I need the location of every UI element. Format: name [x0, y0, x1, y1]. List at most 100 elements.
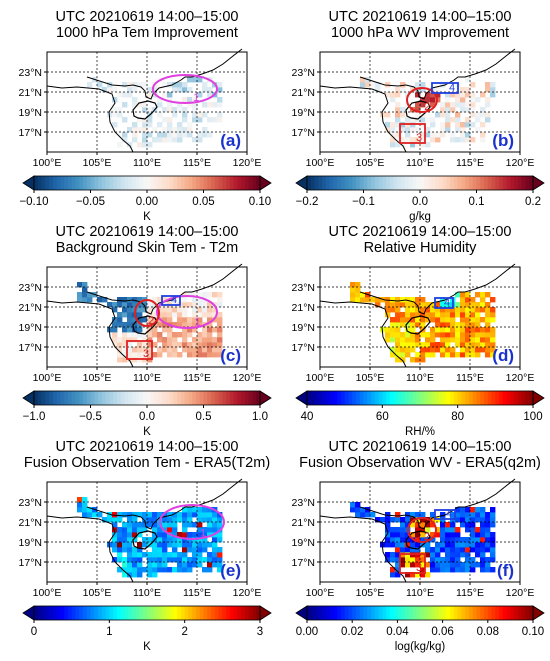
heatmap-cell	[192, 562, 198, 568]
heatmap-cell	[460, 132, 466, 138]
heatmap-cell	[217, 517, 223, 523]
heatmap-cell	[147, 537, 153, 543]
heatmap-cell	[157, 557, 163, 563]
heatmap-cell	[485, 537, 491, 543]
heatmap-cell	[385, 527, 391, 533]
heatmap-cell	[445, 352, 451, 358]
heatmap-cell	[77, 292, 83, 298]
heatmap-cell	[117, 517, 123, 523]
heatmap-cell	[490, 507, 496, 513]
heatmap-cell	[142, 522, 148, 528]
heatmap-cell	[212, 337, 218, 343]
heatmap-cell	[465, 567, 471, 573]
heatmap-cell	[480, 112, 486, 118]
heatmap-cell	[395, 542, 401, 548]
heatmap-cell	[187, 522, 193, 528]
heatmap-cell	[192, 342, 198, 348]
heatmap-cell	[177, 517, 183, 523]
heatmap-cell	[147, 562, 153, 568]
heatmap-cell	[425, 562, 431, 568]
heatmap-cell	[147, 117, 153, 123]
heatmap-cell	[470, 307, 476, 313]
heatmap-cell	[162, 547, 168, 553]
heatmap-cell	[415, 572, 421, 578]
panel-label: (d)	[492, 346, 514, 365]
heatmap-cell	[385, 312, 391, 318]
y-tick-label: 17°N	[19, 127, 42, 139]
heatmap-cell	[415, 337, 421, 343]
colorbar-tick-label: 100	[523, 411, 542, 423]
region-marker-1: 1	[152, 74, 218, 104]
coastline	[359, 478, 516, 530]
heatmap-cell	[197, 547, 203, 553]
heatmap-cell	[395, 307, 401, 313]
colorbar-min-extension	[22, 175, 35, 191]
heatmap-cell	[455, 542, 461, 548]
heatmap-cell	[167, 137, 173, 143]
heatmap-cell	[470, 322, 476, 328]
heatmap-cell	[490, 342, 496, 348]
heatmap-cell	[405, 312, 411, 318]
heatmap-cell	[385, 327, 391, 333]
heatmap-cell	[197, 512, 203, 518]
heatmap-cell	[157, 562, 163, 568]
heatmap-cell	[142, 117, 148, 123]
heatmap-cell	[137, 557, 143, 563]
heatmap-cell	[435, 307, 441, 313]
heatmap-cell	[485, 522, 491, 528]
heatmap-cell	[420, 537, 426, 543]
heatmap-cell	[405, 137, 411, 143]
heatmap-cell	[415, 92, 421, 98]
heatmap-cell	[217, 292, 223, 298]
heatmap-cell	[455, 532, 461, 538]
heatmap-cell	[410, 322, 416, 328]
heatmap-cell	[157, 307, 163, 313]
heatmap-cell	[395, 512, 401, 518]
heatmap-cell	[192, 522, 198, 528]
heatmap-cell	[445, 122, 451, 128]
heatmap-cell	[112, 332, 118, 338]
heatmap-cell	[82, 497, 88, 503]
heatmap-cell	[117, 297, 123, 303]
heatmap-cell	[480, 567, 486, 573]
heatmap-cell	[405, 542, 411, 548]
heatmap-cell	[475, 327, 481, 333]
heatmap-cell	[435, 332, 441, 338]
gridlines	[47, 267, 247, 367]
heatmap-cell	[410, 542, 416, 548]
heatmap-cell	[410, 137, 416, 143]
x-tick-label: 100°E	[33, 372, 62, 384]
heatmap-cell	[405, 317, 411, 323]
heatmap-cell	[137, 347, 143, 353]
heatmap-cell	[395, 342, 401, 348]
heatmap-cell	[470, 347, 476, 353]
heatmap-cell	[385, 92, 391, 98]
heatmap-cell	[470, 507, 476, 513]
heatmap-cell	[390, 517, 396, 523]
heatmap-cell	[465, 77, 471, 83]
heatmap-cell	[435, 567, 441, 573]
heatmap-cell	[445, 302, 451, 308]
coastline	[46, 515, 134, 583]
heatmap-cell	[122, 527, 128, 533]
heatmap-cell	[435, 342, 441, 348]
heatmap-cell	[127, 512, 133, 518]
heatmap-cell	[440, 532, 446, 538]
heatmap-cell	[405, 547, 411, 553]
heatmap-cell	[425, 117, 431, 123]
heatmap-cell	[207, 512, 213, 518]
coastline	[46, 85, 134, 153]
heatmap-cell	[122, 302, 128, 308]
heatmap-cell	[112, 307, 118, 313]
heatmap-cell	[192, 552, 198, 558]
heatmap-cell	[172, 512, 178, 518]
region-marker-4: 4	[431, 82, 459, 94]
heatmap-cell	[475, 312, 481, 318]
heatmap-cell	[455, 307, 461, 313]
heatmap-cell	[465, 137, 471, 143]
heatmap-cell	[207, 322, 213, 328]
heatmap-cell	[465, 312, 471, 318]
heatmap-cell	[122, 557, 128, 563]
heatmap-cell	[202, 307, 208, 313]
heatmap-cell	[157, 552, 163, 558]
